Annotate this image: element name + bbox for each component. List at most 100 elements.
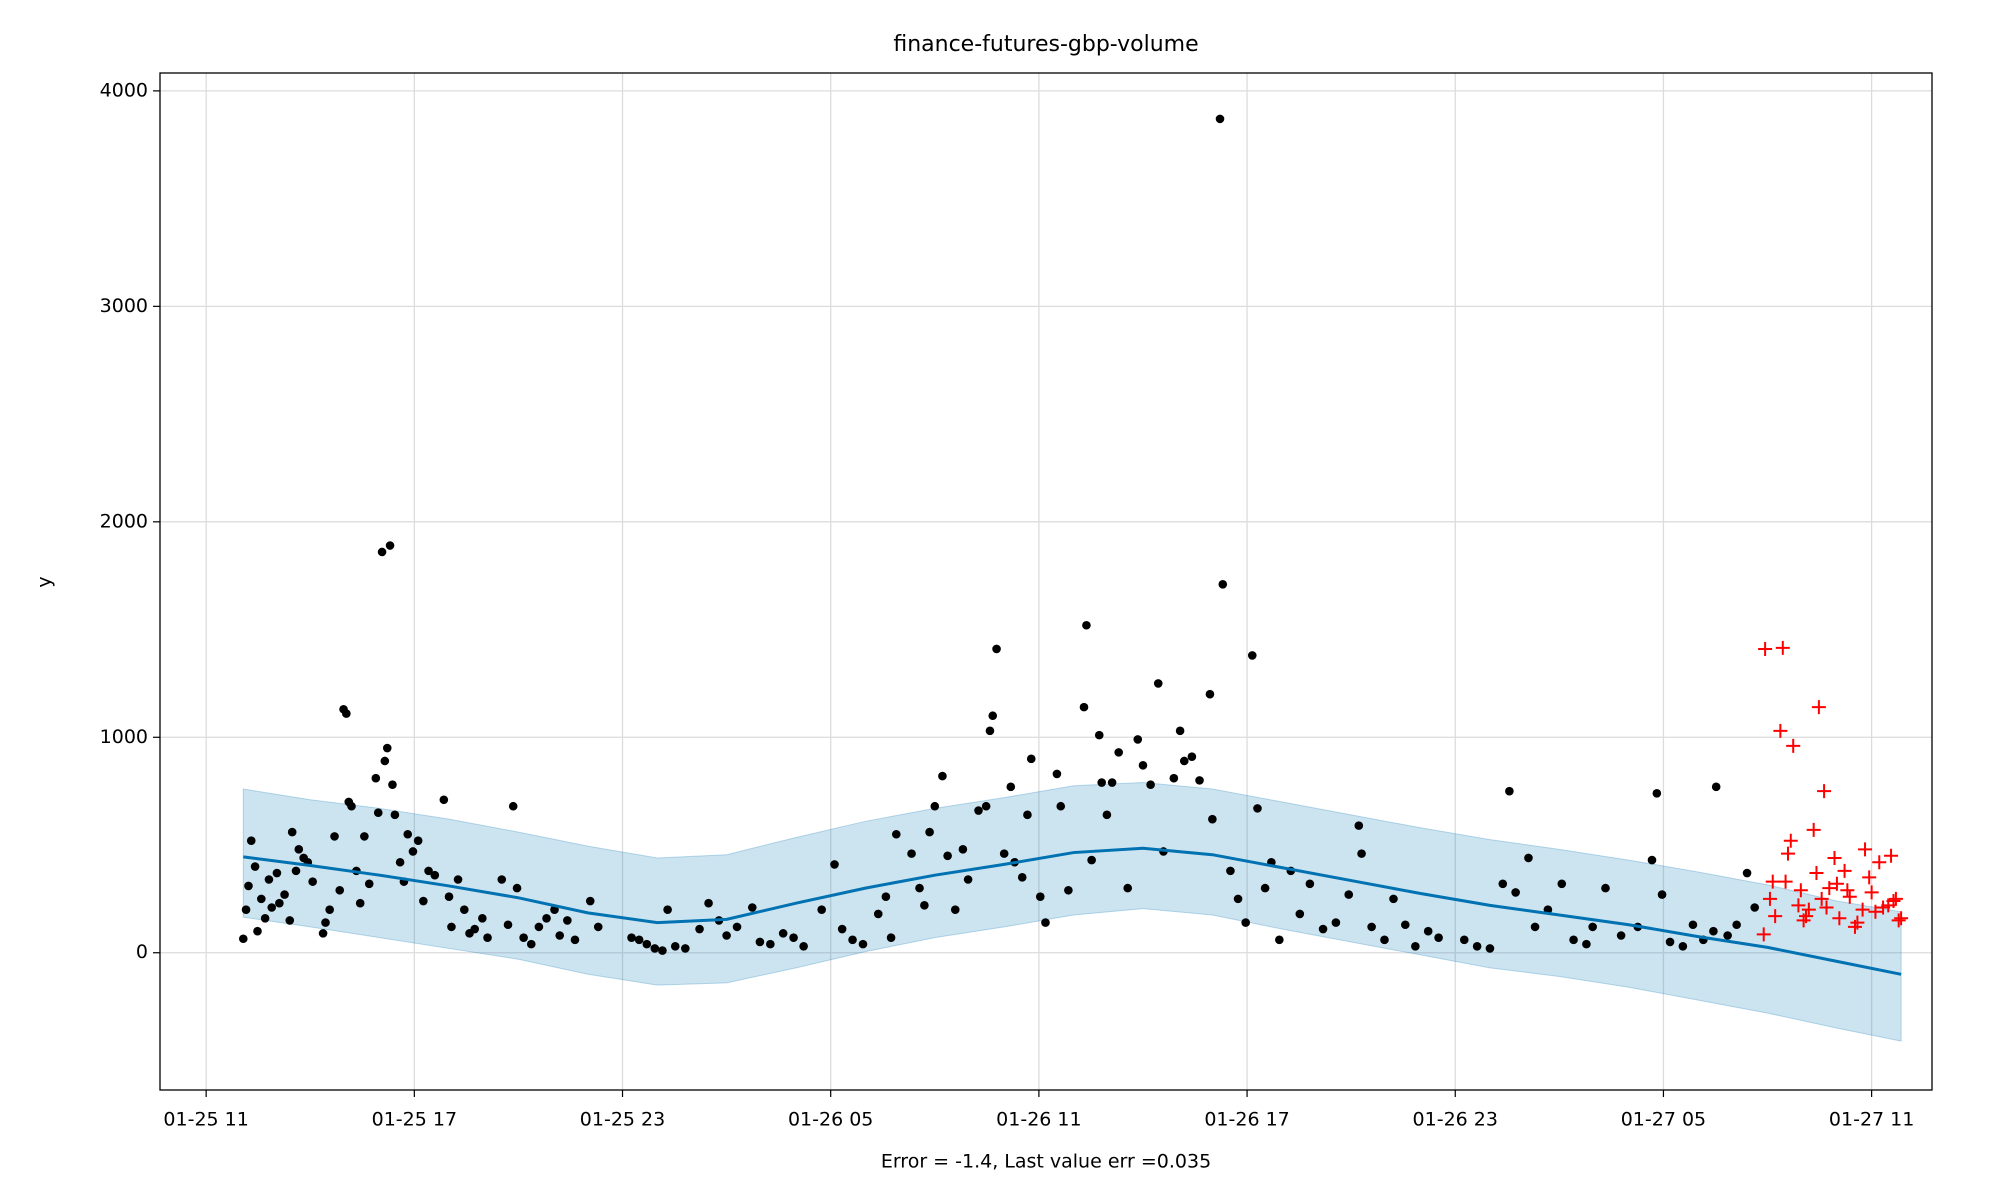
observed-point bbox=[508, 801, 518, 811]
observed-point bbox=[1094, 730, 1104, 740]
observed-point bbox=[246, 836, 256, 846]
observed-point bbox=[670, 941, 680, 951]
test-point bbox=[1832, 911, 1847, 926]
y-tick-label: 0 bbox=[136, 941, 148, 963]
observed-point bbox=[478, 913, 487, 923]
observed-point bbox=[1233, 894, 1243, 904]
observed-point bbox=[873, 909, 883, 919]
observed-point bbox=[1153, 679, 1163, 688]
test-point bbox=[1827, 850, 1842, 865]
observed-point bbox=[1215, 114, 1225, 124]
observed-point bbox=[1582, 939, 1591, 949]
observed-point bbox=[1114, 748, 1123, 757]
x-tick-label: 01-27 05 bbox=[1621, 1109, 1706, 1131]
test-point bbox=[1842, 889, 1857, 904]
observed-point bbox=[377, 547, 387, 557]
observed-point bbox=[634, 935, 644, 945]
test-point bbox=[1814, 891, 1829, 906]
observed-point bbox=[907, 849, 916, 858]
observed-point bbox=[534, 922, 544, 932]
test-point bbox=[1786, 738, 1801, 753]
observed-point bbox=[308, 877, 317, 886]
observed-point bbox=[1344, 890, 1354, 899]
observed-point bbox=[364, 879, 374, 889]
observed-point bbox=[1711, 782, 1721, 792]
observed-point bbox=[395, 857, 405, 867]
y-axis-label: y bbox=[34, 576, 56, 587]
observed-point bbox=[1423, 926, 1433, 936]
observed-point bbox=[430, 870, 440, 880]
x-tick-label: 01-26 05 bbox=[788, 1109, 873, 1131]
observed-point bbox=[1123, 883, 1133, 893]
test-point bbox=[1775, 640, 1790, 655]
observed-point bbox=[992, 644, 1001, 654]
observed-point bbox=[593, 922, 603, 932]
observed-point bbox=[1354, 821, 1364, 830]
observed-point bbox=[1146, 780, 1155, 789]
test-point bbox=[1894, 911, 1909, 926]
observed-point bbox=[542, 913, 551, 923]
x-tick-label: 01-26 11 bbox=[996, 1109, 1081, 1131]
test-point bbox=[1791, 898, 1806, 913]
observed-point bbox=[1331, 918, 1341, 927]
test-point bbox=[1862, 870, 1877, 885]
observed-point bbox=[419, 896, 428, 906]
observed-point bbox=[925, 827, 934, 837]
test-point bbox=[1781, 846, 1796, 861]
observed-point bbox=[695, 924, 704, 934]
plot-frame bbox=[159, 72, 1933, 1091]
observed-point bbox=[943, 851, 952, 861]
test-point bbox=[1891, 913, 1906, 928]
observed-point bbox=[755, 937, 765, 947]
observed-point bbox=[1006, 782, 1016, 792]
observed-point bbox=[930, 801, 940, 811]
observed-point bbox=[390, 810, 400, 820]
observed-point bbox=[1138, 760, 1148, 770]
observed-point bbox=[789, 933, 798, 942]
test-point bbox=[1840, 883, 1855, 898]
observed-point bbox=[275, 898, 284, 908]
observed-point bbox=[1511, 888, 1520, 897]
observed-point bbox=[1434, 933, 1443, 942]
y-tick-label: 1000 bbox=[100, 726, 148, 748]
observed-point bbox=[1709, 926, 1718, 936]
test-point bbox=[1817, 784, 1832, 799]
observed-point bbox=[881, 892, 891, 902]
observed-point bbox=[981, 801, 991, 811]
x-tick-label: 01-26 23 bbox=[1413, 1109, 1498, 1131]
observed-point bbox=[1616, 931, 1626, 940]
test-point bbox=[1765, 874, 1780, 889]
observed-point bbox=[1175, 726, 1185, 736]
observed-point bbox=[915, 883, 924, 893]
y-tick-label: 2000 bbox=[100, 510, 148, 532]
observed-point bbox=[1588, 922, 1597, 932]
observed-point bbox=[1688, 920, 1698, 930]
observed-point bbox=[663, 905, 672, 914]
observed-point bbox=[563, 916, 572, 925]
observed-point bbox=[830, 860, 839, 869]
observed-point bbox=[267, 903, 277, 912]
test-point bbox=[1762, 891, 1777, 906]
observed-point bbox=[886, 933, 896, 942]
observed-point bbox=[360, 832, 369, 841]
observed-point bbox=[285, 916, 295, 925]
y-tick-label: 3000 bbox=[100, 295, 148, 317]
observed-point bbox=[1179, 756, 1189, 766]
observed-point bbox=[817, 905, 826, 914]
observed-point bbox=[244, 881, 253, 891]
test-point bbox=[1837, 863, 1852, 878]
observed-point bbox=[891, 829, 901, 839]
observed-point bbox=[439, 795, 449, 805]
test-point bbox=[1773, 723, 1788, 738]
observed-point bbox=[519, 933, 528, 942]
grid bbox=[160, 73, 1932, 1090]
observed-point bbox=[1082, 620, 1091, 630]
x-axis-label: Error = -1.4, Last value err =0.035 bbox=[881, 1151, 1211, 1173]
observed-point bbox=[1241, 918, 1250, 927]
observed-point bbox=[766, 939, 775, 949]
observed-point bbox=[1208, 814, 1217, 824]
observed-point bbox=[444, 892, 454, 902]
observed-point bbox=[287, 827, 297, 837]
observed-point bbox=[512, 883, 522, 893]
observed-point bbox=[837, 924, 847, 934]
